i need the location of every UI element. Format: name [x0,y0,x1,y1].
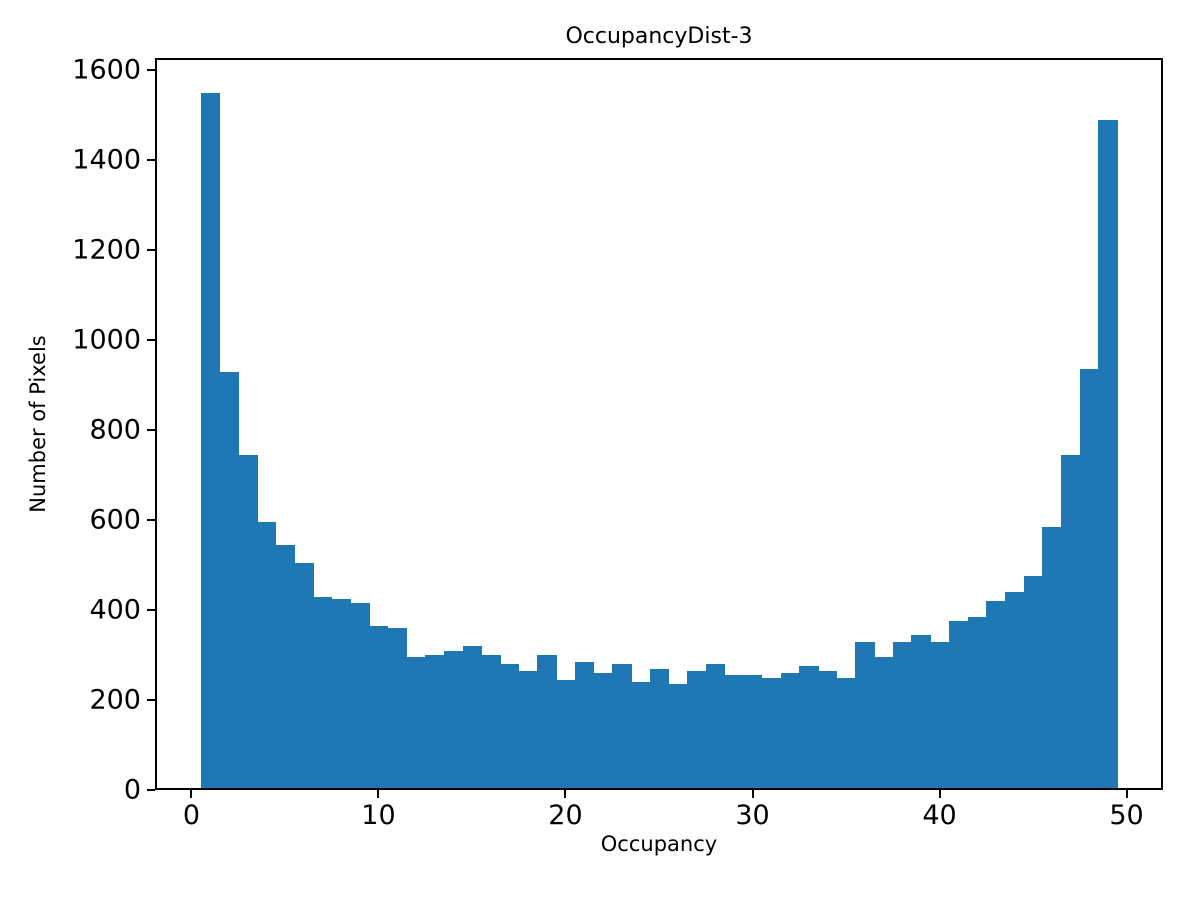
x-tick-mark [190,790,193,798]
x-tick-label: 40 [922,800,957,831]
y-tick-mark [147,249,155,252]
histogram-bar [855,641,875,790]
histogram-bar [200,92,221,790]
histogram-bar [294,562,314,790]
histogram-bar [462,646,482,790]
histogram-bar [238,454,258,790]
histogram-bar [799,666,819,790]
histogram-bar [1061,454,1081,790]
histogram-bar [406,657,426,790]
histogram-bar [986,601,1006,790]
histogram-bar [612,664,632,790]
y-tick-label: 1400 [72,144,141,176]
histogram-bar [743,675,763,790]
x-tick-mark [377,790,380,798]
histogram-bar [481,655,501,790]
histogram-bar [537,655,557,790]
histogram-bar [219,371,239,790]
x-tick-mark [564,790,567,798]
histogram-bar [1023,576,1043,790]
y-tick-label: 0 [123,774,141,806]
y-tick-mark [147,609,155,612]
y-tick-mark [147,519,155,522]
y-tick-label: 1200 [72,234,141,266]
histogram-bar [911,634,931,790]
y-tick-label: 200 [89,684,141,716]
y-tick-mark [147,159,155,162]
histogram-bar [331,598,352,790]
histogram-bar [500,664,520,790]
histogram-bar [313,596,333,790]
histogram-bar [350,603,370,790]
histogram-bar [518,670,539,790]
x-tick-label: 10 [361,800,396,831]
histogram-bar [892,641,913,790]
histogram-bar [687,670,707,790]
y-tick-label: 600 [89,504,141,536]
histogram-bar [967,616,987,790]
y-tick-label: 400 [89,594,141,626]
histogram-bar [761,677,782,790]
y-tick-mark [147,339,155,342]
x-axis-label: Occupancy [600,832,718,856]
histogram-bar [1042,526,1062,790]
y-tick-label: 1000 [72,324,141,356]
histogram-bar [556,679,576,790]
plot-area [155,58,1163,790]
x-tick-label: 50 [1109,800,1144,831]
histogram-bar [705,664,726,790]
histogram-bar [275,544,295,790]
histogram-bar [1079,369,1100,790]
histogram-bar [387,628,408,790]
x-tick-label: 30 [735,800,770,831]
histogram-bar [443,650,464,790]
histogram-bar [817,670,838,790]
y-tick-mark [147,429,155,432]
x-tick-label: 0 [182,800,201,831]
histogram-bar [836,677,856,790]
histogram-bar [593,673,613,790]
histogram-bar [369,625,389,790]
histogram-bar [668,684,688,790]
y-tick-label: 800 [89,414,141,446]
histogram-bar [1004,592,1025,790]
histogram-bar [1098,119,1118,790]
y-tick-label: 1600 [72,54,141,86]
histogram-bar [874,657,894,790]
histogram-bar [948,621,969,790]
x-tick-mark [1125,790,1128,798]
y-tick-mark [147,789,155,791]
histogram-bar [930,641,950,790]
histogram-bar [630,682,651,790]
chart-title: OccupancyDist-3 [565,24,753,49]
x-tick-mark [751,790,754,798]
x-tick-label: 20 [548,800,583,831]
y-axis-label: Number of Pixels [26,335,50,513]
histogram-bar [574,661,595,790]
histogram-bar [425,655,445,790]
histogram-bar [724,675,744,790]
y-tick-mark [147,699,155,702]
histogram-bar [649,668,669,790]
histogram-bar [780,673,800,790]
x-tick-mark [938,790,941,798]
y-tick-mark [147,69,155,72]
histogram-bar [256,522,277,790]
